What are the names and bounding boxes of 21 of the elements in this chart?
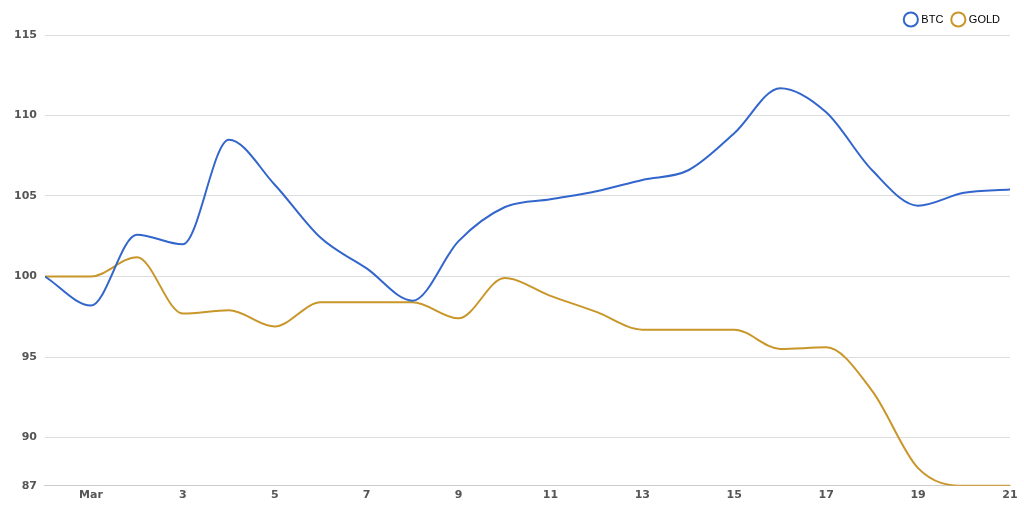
- x-tick-label: 13: [634, 488, 651, 502]
- x-tick-label: 3: [179, 488, 187, 502]
- y-tick-label: 90: [21, 430, 38, 444]
- y-tick-label: 110: [13, 108, 38, 122]
- x-tick-label: 17: [818, 488, 834, 502]
- y-tick-label: 87: [21, 478, 37, 492]
- x-tick-label: 11: [542, 488, 559, 502]
- x-tick-label: 19: [910, 488, 926, 502]
- y-tick-label: 105: [13, 188, 37, 202]
- x-tick-label: 21: [1002, 488, 1018, 502]
- legend-label: BTC: [921, 12, 944, 25]
- x-tick-label: 5: [270, 488, 279, 502]
- x-tick-label: Mar: [79, 488, 104, 502]
- legend-label: GOLD: [968, 12, 1001, 25]
- y-tick-label: 95: [21, 349, 37, 363]
- x-tick-label: 15: [726, 488, 742, 502]
- y-tick-label: 100: [13, 269, 38, 283]
- x-tick-label: 9: [454, 488, 463, 502]
- y-tick-label: 115: [13, 27, 37, 41]
- x-tick-label: 7: [362, 488, 371, 502]
- line-series: [44, 87, 1010, 307]
